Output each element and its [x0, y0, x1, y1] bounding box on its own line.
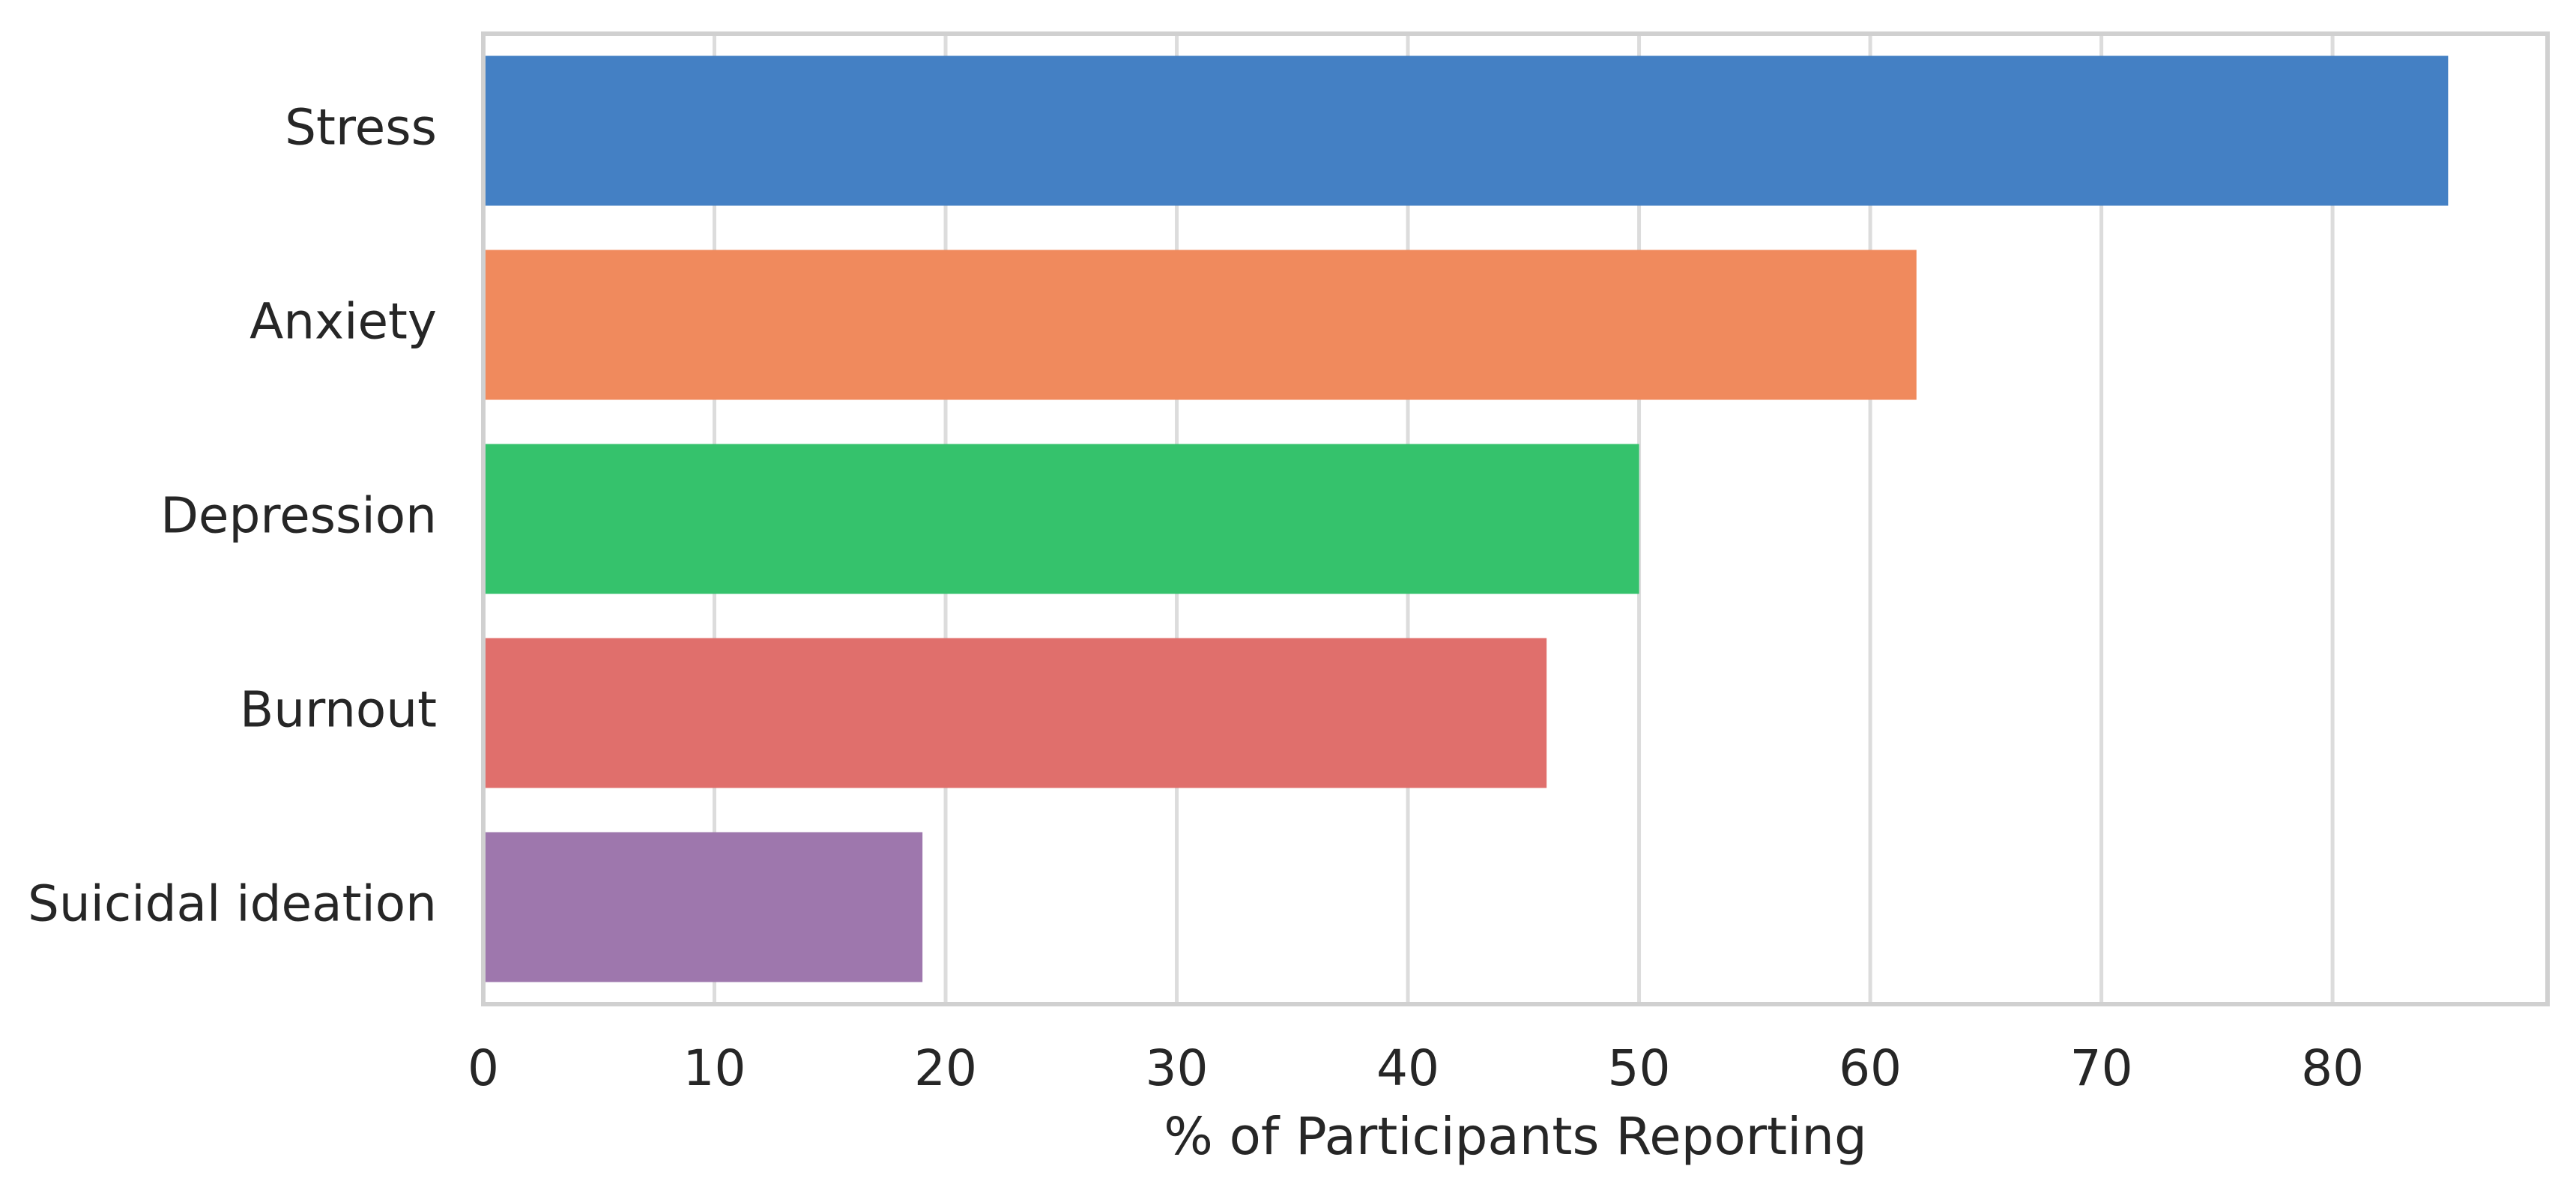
x-tick-label-80: 80 [2301, 1039, 2364, 1097]
bar-suicidal-ideation [483, 832, 923, 982]
bar-stress [483, 55, 2449, 206]
y-tick-label-depression: Depression [160, 487, 437, 545]
y-axis-tick-labels: Stress Anxiety Depression Burnout Suicidal i… [28, 99, 437, 933]
y-tick-label-anxiety: Anxiety [250, 293, 437, 351]
x-tick-label-0: 0 [468, 1039, 499, 1097]
bars [483, 55, 2449, 982]
x-tick-label-30: 30 [1146, 1039, 1209, 1097]
y-tick-label-burnout: Burnout [240, 681, 437, 739]
x-axis-tick-labels: 0 10 20 30 40 50 60 70 80 [468, 1039, 2364, 1097]
x-tick-label-40: 40 [1376, 1039, 1439, 1097]
plot-frame [481, 31, 2550, 1006]
y-tick-label-stress: Stress [285, 99, 437, 157]
x-axis-label: % of Participants Reporting [1164, 1107, 1867, 1167]
x-tick-label-60: 60 [1839, 1039, 1902, 1097]
bar-anxiety [483, 250, 1917, 400]
x-tick-label-50: 50 [1608, 1039, 1671, 1097]
x-tick-label-20: 20 [914, 1039, 977, 1097]
x-tick-label-10: 10 [683, 1039, 746, 1097]
x-tick-label-70: 70 [2070, 1039, 2133, 1097]
y-tick-label-suicidal-ideation: Suicidal ideation [28, 875, 437, 933]
bar-burnout [483, 638, 1547, 788]
bar-depression [483, 444, 1639, 594]
